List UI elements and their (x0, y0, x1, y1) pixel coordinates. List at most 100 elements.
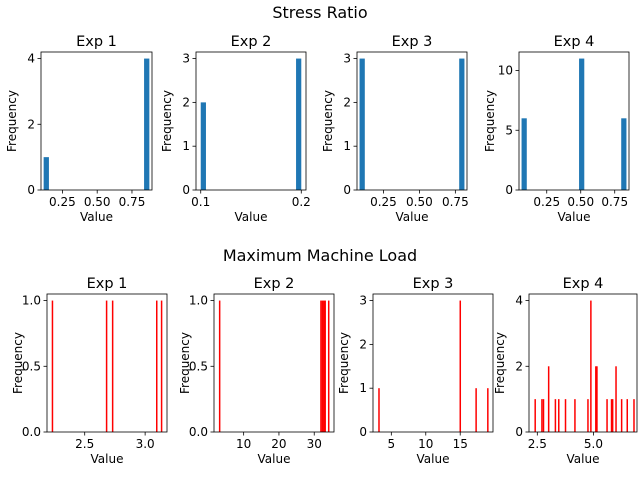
stress-ratio-group-title: Stress Ratio (272, 3, 367, 22)
x-tick-label: 0.2 (292, 195, 311, 209)
subplot-title: Exp 3 (392, 34, 433, 50)
x-tick-label: 0.25 (370, 195, 397, 209)
y-tick-label: 0 (359, 425, 367, 439)
x-tick-label: 10 (418, 437, 433, 451)
x-tick-label: 10 (236, 437, 251, 451)
subplot-title: Exp 2 (254, 276, 295, 292)
x-tick-label: 0.75 (119, 195, 146, 209)
histogram-bar (547, 366, 550, 432)
y-axis-label: Frequency (160, 90, 174, 152)
y-tick-label: 5 (505, 123, 513, 137)
x-tick-label: 0.25 (533, 195, 560, 209)
histogram-bar (156, 300, 158, 432)
y-tick-label: 0.0 (189, 425, 208, 439)
y-tick-label: 3 (182, 52, 190, 66)
y-tick-label: 0 (182, 183, 190, 197)
subplot-title: Exp 2 (231, 34, 272, 50)
histogram-bar (296, 58, 302, 190)
histogram-bar (633, 399, 635, 432)
x-axis-label: Value (558, 210, 591, 224)
subplot-4: 0.25 0.50 0.75 0 5 10 Exp 4 Value Frequency (483, 34, 630, 224)
axes-frame (518, 51, 630, 191)
axes-frame (356, 51, 468, 191)
y-tick-label: 3 (359, 294, 367, 308)
y-tick-label: 4 (27, 52, 35, 66)
subplot-1: 0.25 0.50 0.75 0 2 4 Exp 1 Value Frequency (5, 34, 153, 224)
x-tick-label: 2.5 (75, 437, 94, 451)
x-tick-label: 15 (453, 437, 468, 451)
histogram-bar (615, 366, 617, 432)
histogram-bar (542, 399, 545, 432)
y-tick-label: 0.5 (22, 359, 41, 373)
y-tick-label: 0 (343, 183, 351, 197)
x-tick-label: 0.50 (406, 195, 433, 209)
histogram-bar (323, 300, 325, 432)
histogram-bar (534, 399, 536, 432)
histogram-bar (111, 300, 114, 432)
y-axis-label: Frequency (321, 90, 335, 152)
histogram-bar (327, 300, 330, 432)
histogram-bar (621, 118, 627, 190)
x-tick-label: 0.25 (49, 195, 76, 209)
y-tick-label: 2 (515, 359, 523, 373)
y-tick-label: 0.5 (189, 359, 208, 373)
histogram-bar (324, 300, 326, 432)
subplot-6: 10 20 30 0.0 0.5 1.0 Exp 2 Value Frequency (178, 276, 335, 466)
y-axis-label: Frequency (5, 90, 19, 152)
histogram-bar (200, 102, 206, 190)
histogram-bar (554, 399, 557, 432)
histogram-bar (459, 58, 465, 190)
histogram-bar (378, 388, 380, 432)
x-tick-label: 0.50 (84, 195, 111, 209)
histogram-bar (475, 388, 477, 432)
x-axis-label: Value (396, 210, 429, 224)
x-tick-label: 0.75 (601, 195, 628, 209)
histogram-bar (51, 300, 54, 432)
histogram-bar (579, 58, 585, 190)
y-tick-label: 1 (182, 139, 190, 153)
subplot-2: 0.1 0.2 0 1 2 3 Exp 2 Value Frequency (160, 34, 311, 224)
machine-load-group-title: Maximum Machine Load (223, 246, 417, 265)
subplot-title: Exp 3 (413, 276, 454, 292)
histogram-bar (590, 300, 592, 432)
histogram-bar (160, 300, 163, 432)
y-tick-label: 2 (343, 95, 351, 109)
y-tick-label: 2 (182, 95, 190, 109)
histogram-bar (521, 118, 527, 190)
histogram-bar (587, 399, 589, 432)
y-tick-label: 10 (498, 64, 513, 78)
axes-frame (528, 293, 638, 433)
y-tick-label: 1 (343, 139, 351, 153)
x-tick-label: 3.0 (136, 437, 155, 451)
x-axis-label: Value (235, 210, 268, 224)
histogram-bar (487, 388, 489, 432)
histogram-bar (541, 399, 543, 432)
y-tick-label: 1.0 (189, 294, 208, 308)
axes-frame (40, 51, 153, 191)
x-axis-label: Value (258, 452, 291, 466)
histogram-bar (574, 399, 576, 432)
y-tick-label: 0 (505, 183, 513, 197)
histogram-bar (144, 58, 150, 190)
histogram-bar (595, 366, 597, 432)
y-tick-label: 0 (515, 425, 523, 439)
histogram-bar (596, 366, 598, 432)
y-tick-label: 3 (343, 52, 351, 66)
x-tick-label: 0.1 (191, 195, 210, 209)
histogram-bar (611, 399, 614, 432)
subplot-title: Exp 1 (87, 276, 128, 292)
subplot-8: 2.5 5.0 0 2 4 Exp 4 Value Frequency (493, 276, 638, 466)
histogram-bar (606, 399, 608, 432)
y-tick-label: 2 (27, 117, 35, 131)
histogram-bar (43, 157, 49, 190)
histogram-bar (321, 300, 324, 432)
x-tick-label: 30 (307, 437, 322, 451)
x-axis-label: Value (80, 210, 113, 224)
histogram-bar (359, 58, 365, 190)
x-tick-label: 5.0 (584, 437, 603, 451)
x-tick-label: 5 (388, 437, 396, 451)
x-tick-label: 0.75 (442, 195, 469, 209)
x-axis-label: Value (417, 452, 450, 466)
